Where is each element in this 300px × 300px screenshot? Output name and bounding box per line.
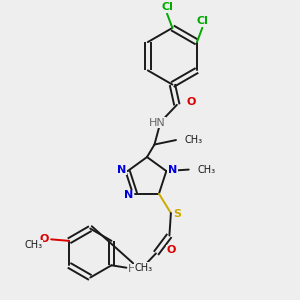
- Text: Cl: Cl: [161, 2, 173, 12]
- Text: CH₃: CH₃: [184, 135, 202, 145]
- Text: O: O: [166, 245, 176, 255]
- Text: CH₃: CH₃: [135, 263, 153, 273]
- Text: HN: HN: [148, 118, 165, 128]
- Text: CH₃: CH₃: [197, 165, 215, 175]
- Text: N: N: [168, 165, 177, 175]
- Text: Cl: Cl: [196, 16, 208, 26]
- Text: O: O: [187, 98, 196, 107]
- Text: S: S: [173, 209, 181, 219]
- Text: O: O: [40, 234, 49, 244]
- Text: N: N: [124, 190, 134, 200]
- Text: HN: HN: [128, 264, 145, 274]
- Text: CH₃: CH₃: [25, 240, 43, 250]
- Text: N: N: [117, 165, 126, 175]
